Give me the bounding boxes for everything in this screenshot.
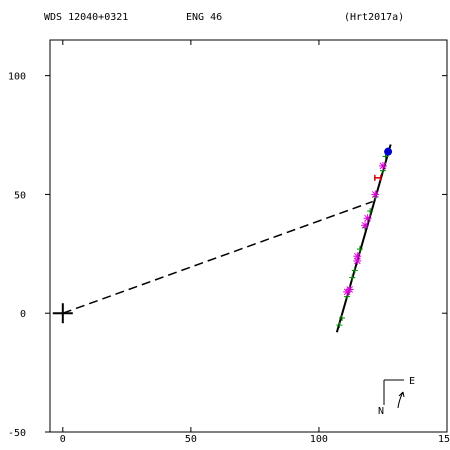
ast-d2: [346, 286, 354, 293]
y-tick-label: 100: [8, 72, 26, 83]
compass-east-label: E: [409, 376, 415, 387]
x-tick-label: 150: [438, 434, 450, 445]
orbit-line: [335, 144, 392, 333]
ast-d2: [354, 257, 361, 265]
ast-d2: [371, 191, 379, 198]
obs-point-plus: [336, 322, 343, 329]
x-tick-label: 50: [185, 434, 197, 445]
axis-ticks: 0 50 100 150 -50 0 50 100: [8, 40, 450, 445]
compass-north-label: N: [378, 406, 384, 417]
current-position-dot: [384, 147, 393, 156]
plot-frame: [49, 39, 448, 433]
ast-d2: [364, 214, 371, 222]
obs-point-plus: [349, 274, 356, 281]
obs-point-plus: [356, 246, 363, 253]
ast-d2: [354, 252, 361, 260]
obs-point-plus: [338, 314, 345, 321]
obs-point-plus: [367, 208, 374, 215]
ast-d2: [361, 221, 369, 229]
direction-arrow-icon: [397, 391, 405, 409]
obs-point-asterisk: [363, 214, 372, 223]
reference-label: (Hrt2017a): [344, 12, 404, 23]
discoverer-label: ENG 46: [186, 12, 222, 23]
x-tick-label: 100: [310, 434, 328, 445]
system-label: WDS 12040+0321: [44, 12, 128, 23]
obs-point-asterisk: [378, 161, 387, 170]
y-tick-label: -50: [8, 428, 26, 439]
obs-point-h: [374, 174, 382, 181]
compass-rose: N E: [378, 376, 415, 417]
obs-point-asterisk: [361, 221, 370, 230]
data-marks: [52, 144, 393, 333]
y-tick-label: 0: [20, 309, 26, 320]
plot-border: [49, 39, 448, 433]
obs-point-plus: [351, 267, 358, 274]
residual-line: [62, 200, 373, 314]
obs-point-asterisk: [345, 285, 354, 294]
x-tick-label: 0: [60, 434, 66, 445]
obs-point-asterisk: [353, 252, 362, 261]
y-tick-label: 50: [14, 190, 26, 201]
ast-d2: [379, 162, 387, 170]
obs-point-asterisk: [371, 190, 380, 199]
